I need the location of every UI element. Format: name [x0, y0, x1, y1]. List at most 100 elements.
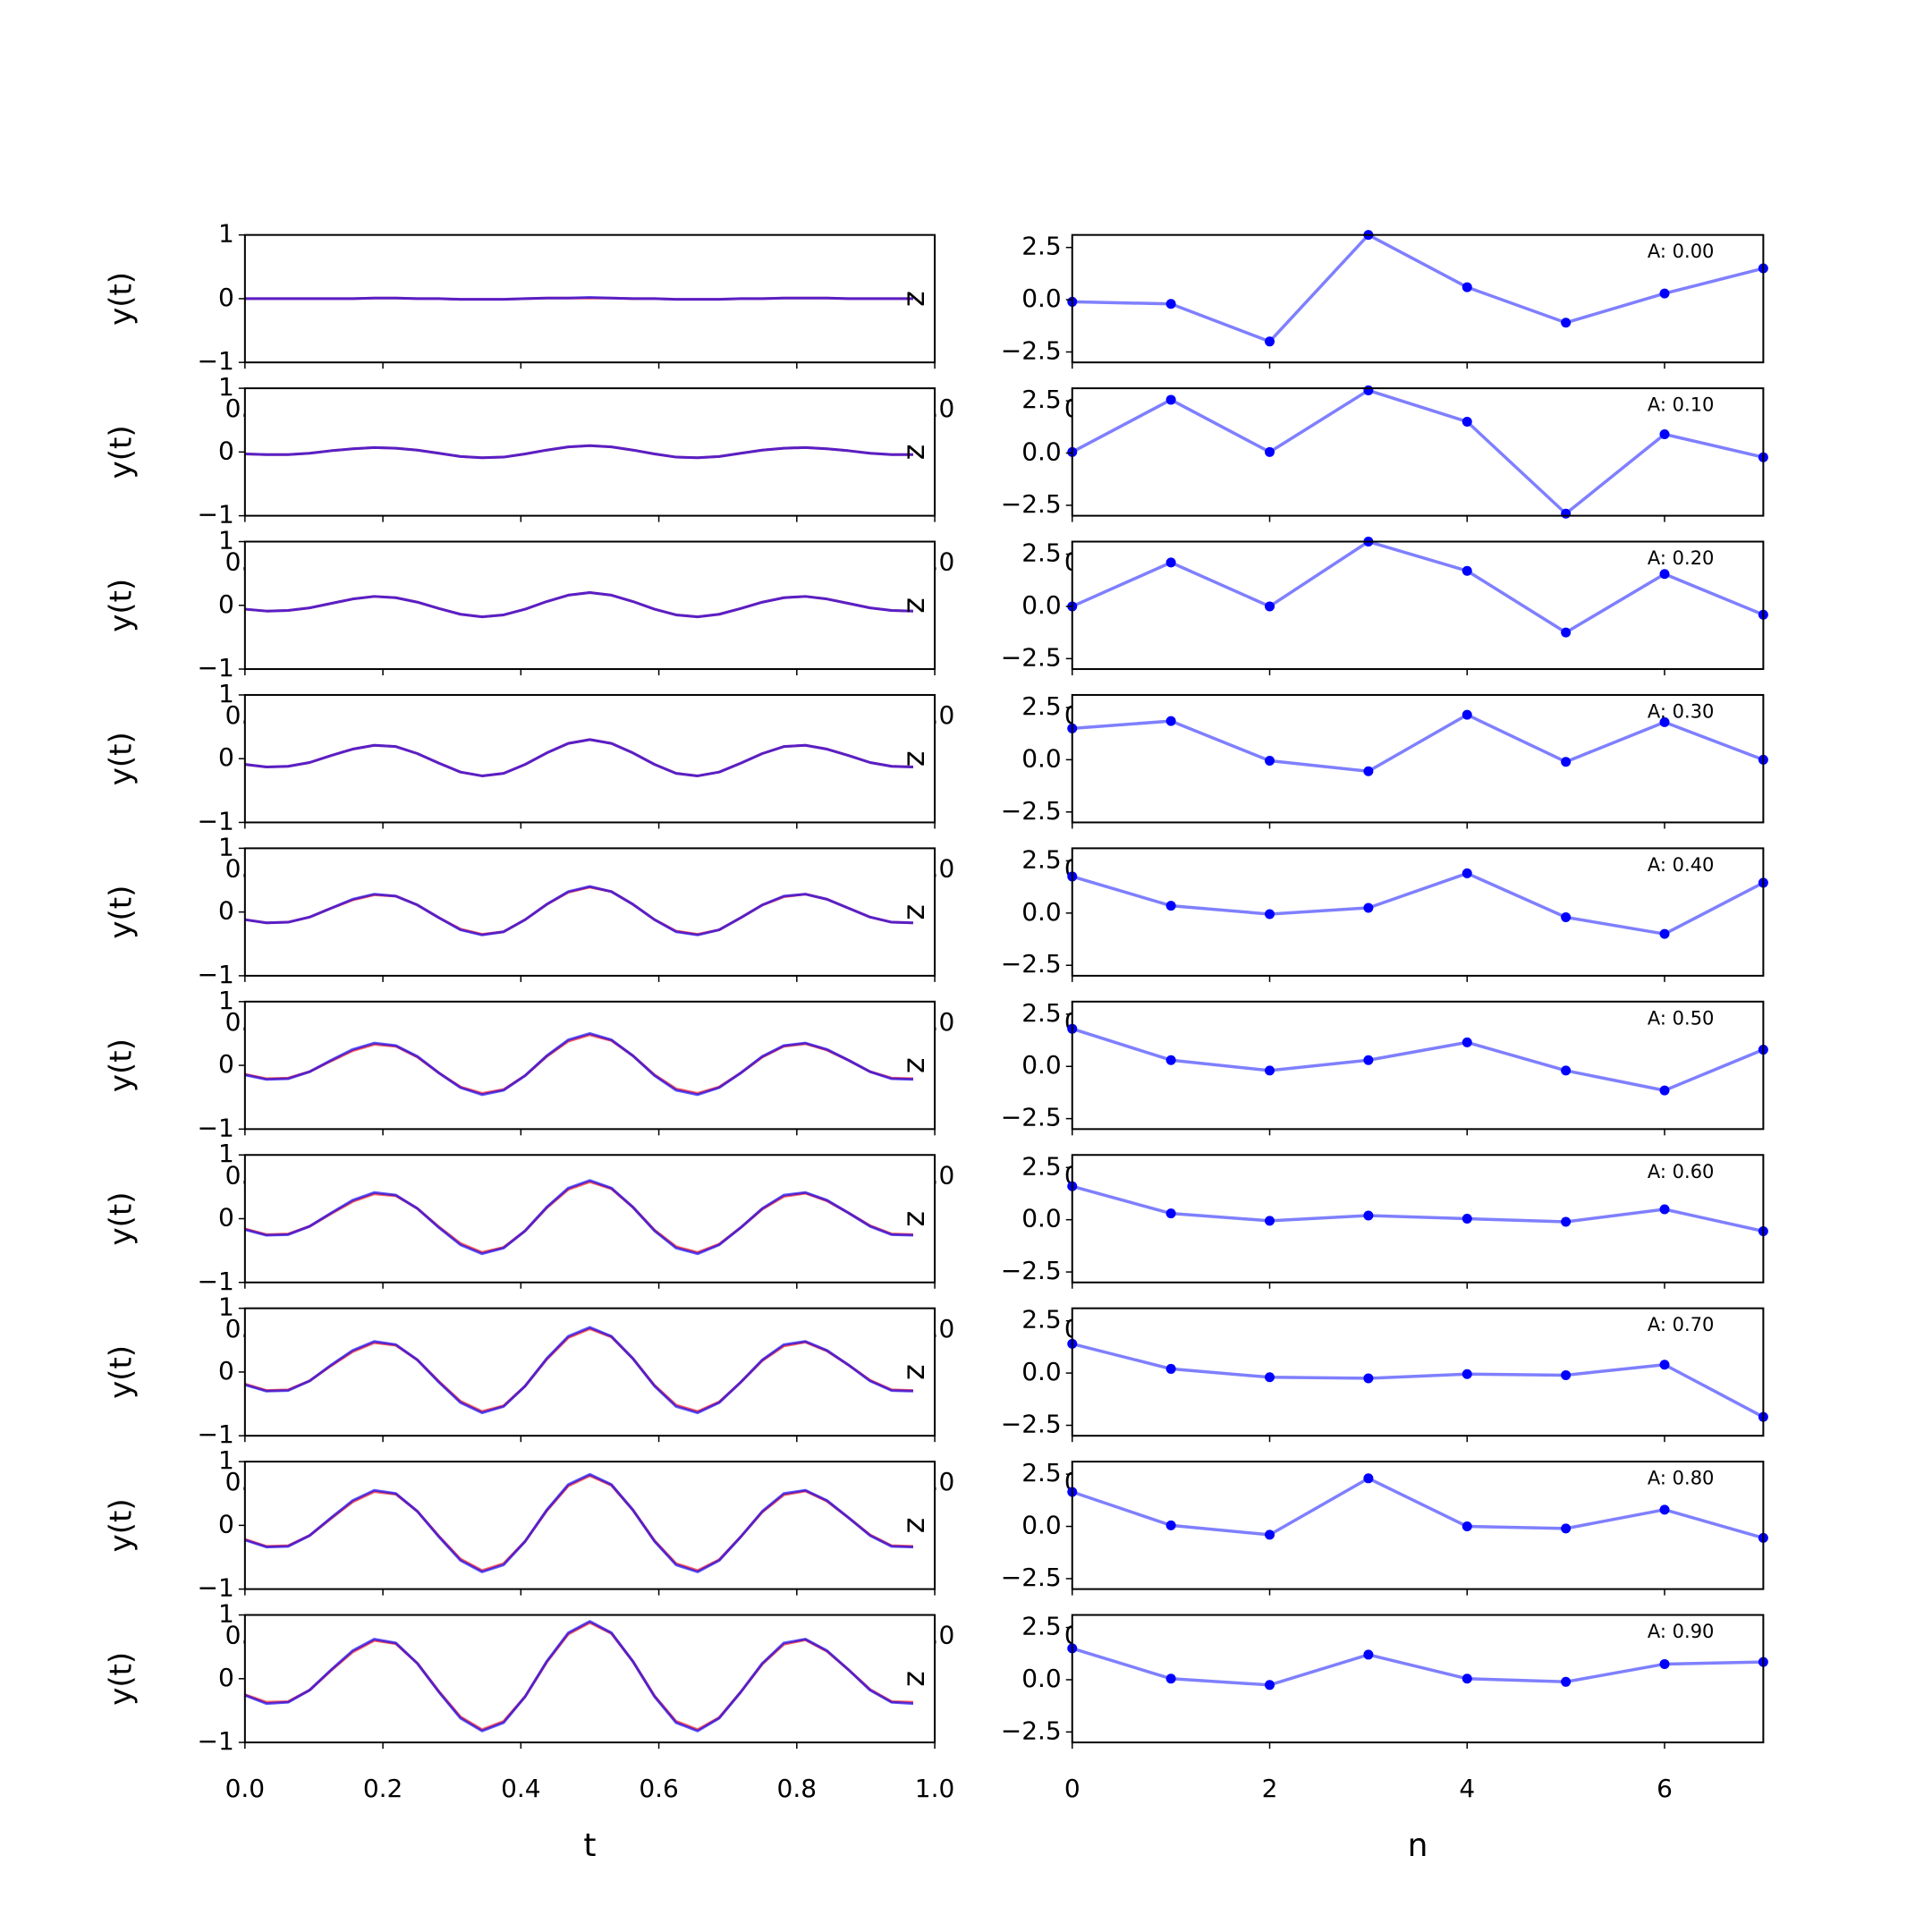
data-point [1363, 902, 1374, 913]
data-point [1165, 394, 1176, 405]
axes-frame [1071, 1154, 1765, 1284]
axes-background [244, 388, 936, 516]
axes-frame [1071, 540, 1765, 671]
data-point [1265, 909, 1275, 919]
data-point [1265, 756, 1275, 767]
annotation: A: 0.70 [1648, 1314, 1715, 1335]
x-tick-label: 4 [1459, 1774, 1475, 1803]
y-tick-label: 0.0 [1021, 743, 1062, 773]
axes-frame [1071, 1614, 1765, 1744]
y-tick-label: 2.5 [1021, 1458, 1062, 1487]
data-point [1561, 757, 1572, 767]
y-tick-label: 1 [218, 679, 234, 708]
data-point [1265, 1216, 1275, 1226]
y-tick-label: −1 [198, 1113, 234, 1142]
data-point [1165, 1363, 1176, 1374]
data-point [1165, 901, 1176, 911]
y-tick-label: −2.5 [1001, 1563, 1062, 1592]
y-tick-label: 0.0 [1021, 1511, 1062, 1540]
z-axis-label: z [900, 1671, 936, 1687]
z-axis-label: z [900, 904, 936, 920]
data-point [1462, 1674, 1472, 1684]
series-line [1071, 388, 1764, 516]
series-line [1072, 1027, 1765, 1092]
data-point [1462, 1521, 1472, 1532]
y-tick-label: 2.5 [1021, 232, 1062, 261]
data-point [1165, 1055, 1176, 1065]
z-axis-label: z [900, 1517, 936, 1533]
y-tick-label: −1 [198, 1573, 234, 1603]
x-tick-label: 0 [1064, 1774, 1080, 1803]
y-tick-label: −2.5 [1001, 796, 1062, 826]
y-tick-label: −2.5 [1001, 642, 1062, 672]
y-axis-label: y(t) [104, 1345, 140, 1399]
data-point [1462, 1368, 1472, 1379]
y-tick-label: 0 [218, 896, 234, 926]
y-tick-label: 1 [218, 1599, 234, 1629]
y-tick-label: 1 [218, 372, 234, 402]
series-line [244, 444, 913, 460]
z-axis-label: z [900, 1057, 936, 1073]
data-point [1265, 336, 1275, 347]
annotation: A: 0.80 [1648, 1468, 1715, 1489]
y-axis-label: y(t) [104, 272, 140, 326]
y-tick-label: 2.5 [1021, 844, 1062, 874]
y-tick-label: 0.0 [1021, 437, 1062, 467]
y-tick-label: 0.0 [1021, 1050, 1062, 1080]
data-point [1561, 1676, 1572, 1687]
annotation: A: 0.30 [1648, 701, 1715, 723]
data-point [1265, 446, 1275, 457]
x-tick-label: 0.0 [225, 1774, 266, 1803]
y-tick-label: −2.5 [1001, 489, 1062, 519]
z-axis-label: z [900, 597, 936, 614]
y-tick-label: 0 [218, 1049, 234, 1079]
y-tick-label: 0.0 [1021, 1357, 1062, 1386]
series-line [244, 1472, 914, 1573]
y-tick-label: 1 [218, 986, 234, 1015]
data-point [1659, 928, 1670, 939]
series-line [244, 591, 914, 619]
axes-frame [1071, 693, 1765, 824]
x-tick-label: 1.0 [915, 1774, 955, 1803]
series-line [244, 1179, 914, 1256]
x-tick-label: 0.8 [777, 1774, 818, 1803]
series-line [1072, 539, 1765, 634]
data-point [1561, 911, 1572, 922]
axes-background [1072, 541, 1764, 670]
y-axis-label: y(t) [104, 732, 140, 785]
annotation: A: 0.40 [1648, 854, 1715, 876]
annotation: A: 0.60 [1648, 1161, 1715, 1182]
series-line [1072, 713, 1765, 773]
y-tick-label: 2.5 [1021, 691, 1062, 721]
y-tick-label: −1 [198, 500, 234, 530]
data-point [1265, 601, 1275, 612]
data-point [1659, 1658, 1670, 1669]
y-tick-label: 2.5 [1021, 385, 1062, 414]
y-tick-label: −1 [198, 1726, 234, 1756]
data-point [1165, 1520, 1176, 1530]
y-tick-label: 0 [218, 742, 234, 772]
y-tick-label: 0 [218, 1356, 234, 1385]
annotation: A: 0.50 [1648, 1007, 1715, 1029]
axes-background [244, 1001, 936, 1130]
z-axis-label: z [900, 1364, 936, 1380]
y-axis-label: y(t) [104, 425, 140, 479]
data-point [1363, 1649, 1374, 1660]
data-point [1165, 1208, 1176, 1219]
y-tick-label: −2.5 [1001, 949, 1062, 979]
axes-frame [1071, 233, 1765, 364]
y-axis-label: y(t) [104, 1498, 140, 1552]
z-axis-label: z [900, 1211, 936, 1227]
data-point [1659, 569, 1670, 580]
data-point [1659, 428, 1670, 439]
data-point [1165, 557, 1176, 568]
y-axis-label: y(t) [104, 1038, 140, 1092]
y-tick-label: 0 [218, 589, 234, 619]
axes-frame [1071, 847, 1765, 977]
series-line [1072, 233, 1764, 343]
axes-background [1072, 1308, 1764, 1436]
x-tick-label: 6 [1657, 1774, 1673, 1803]
axes-background [1072, 848, 1764, 976]
axes-frame [1071, 1000, 1765, 1131]
